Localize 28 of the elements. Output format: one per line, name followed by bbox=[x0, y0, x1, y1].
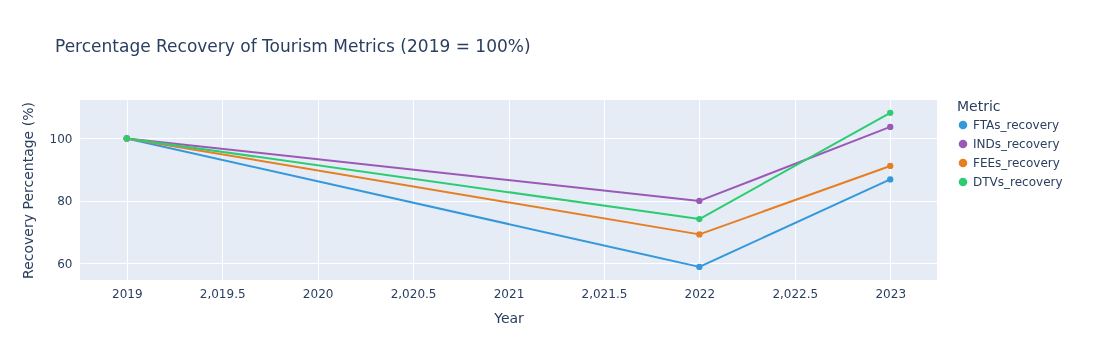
x-tick-label: 2022 bbox=[684, 286, 716, 301]
chart-title: Percentage Recovery of Tourism Metrics (2019 = 100%) bbox=[55, 36, 531, 56]
y-axis-title: Recovery Percentage (%) bbox=[19, 102, 36, 279]
x-tick-label: 2020 bbox=[302, 286, 334, 301]
x-tick-label: 2,022.5 bbox=[772, 286, 819, 301]
x-tick-label: 2023 bbox=[875, 286, 907, 301]
x-tick-label: 2,020.5 bbox=[390, 286, 437, 301]
point bbox=[887, 123, 894, 131]
x-tick-label: 2,019.5 bbox=[199, 286, 246, 301]
point bbox=[696, 231, 703, 238]
y-tick-label: 80 bbox=[57, 194, 73, 209]
legend-label: INDs_recovery bbox=[973, 137, 1060, 151]
x-tick-label: 2019 bbox=[111, 286, 143, 301]
x-tick-label: 2,021.5 bbox=[581, 286, 628, 301]
x-axis-title: Year bbox=[493, 309, 525, 326]
point bbox=[696, 263, 703, 271]
point bbox=[696, 197, 703, 205]
y-tick-label: 60 bbox=[57, 256, 73, 271]
point bbox=[696, 215, 703, 223]
point bbox=[887, 109, 894, 116]
y-tick-label: 100 bbox=[49, 131, 73, 146]
legend-label: FTAs_recovery bbox=[973, 118, 1060, 132]
legend-label: DTVs_recovery bbox=[973, 175, 1063, 189]
point bbox=[887, 176, 894, 183]
point bbox=[887, 162, 894, 170]
x-tick-label: 2021 bbox=[493, 286, 525, 301]
legend-label: FEEs_recovery bbox=[973, 156, 1060, 170]
legend-title: Metric bbox=[957, 98, 1001, 114]
